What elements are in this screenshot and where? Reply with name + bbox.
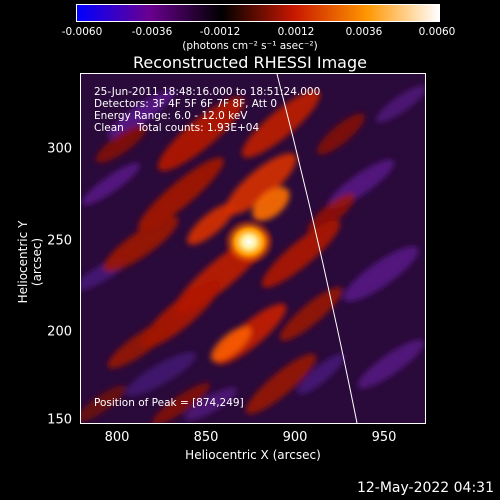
colorbar-tick: -0.0012 <box>199 26 241 38</box>
emission-streak <box>317 113 365 155</box>
colorbar-unit: (photons cm⁻² s⁻¹ asec⁻²) <box>182 40 318 52</box>
emission-streak <box>157 97 245 171</box>
y-tick: 200 <box>47 324 72 340</box>
emission-streak <box>376 85 425 123</box>
y-tick: 300 <box>47 141 72 157</box>
time-range: 25-Jun-2011 18:48:16.000 to 18:51:24.000 <box>94 86 321 98</box>
emission-streak <box>357 339 425 389</box>
colorbar-tick: -0.0060 <box>61 26 103 38</box>
emission-streak <box>343 246 419 302</box>
peak-source <box>223 218 275 266</box>
detectors: Detectors: 3F 4F 5F 6F 7F 8F, Att 0 <box>94 98 278 110</box>
rhessi-image <box>80 73 426 424</box>
emission-streak <box>107 319 175 369</box>
x-axis-label: Heliocentric X (arcsec) <box>185 448 321 462</box>
emission-streak <box>138 157 224 231</box>
emission-streak <box>245 353 317 415</box>
peak-position: Position of Peak = [874,249] <box>94 397 244 409</box>
y-tick: 250 <box>47 233 72 249</box>
emission-streak <box>81 162 141 206</box>
emission-streak <box>184 387 238 421</box>
timestamp: 12-May-2022 04:31 <box>356 480 494 496</box>
x-tick: 800 <box>104 430 130 445</box>
colorbar-tick: 0.0012 <box>277 26 315 38</box>
emission-streak <box>81 385 126 423</box>
emission-streak <box>241 90 321 158</box>
emission-streak <box>297 353 345 395</box>
colorbar-tick: 0.0060 <box>418 26 456 38</box>
clean-counts: Clean Total counts: 1.93E+04 <box>94 122 260 134</box>
colorbar-tick: 0.0036 <box>345 26 383 38</box>
emission-streak <box>307 193 355 235</box>
emission-streak <box>225 153 297 215</box>
emission-streak <box>126 352 196 396</box>
emission-streak <box>252 187 290 221</box>
emission-streak <box>261 220 341 288</box>
solar-limb <box>276 74 358 423</box>
emission-streak <box>151 382 211 423</box>
x-tick: 950 <box>371 430 397 445</box>
emission-streak <box>95 125 147 163</box>
rhessi-image-canvas <box>81 74 425 423</box>
x-tick: 900 <box>282 430 308 445</box>
emission-streak <box>103 216 179 272</box>
x-tick: 850 <box>193 430 219 445</box>
colorbar <box>76 4 440 22</box>
page-title: Reconstructed RHESSI Image <box>133 53 367 72</box>
emission-streak <box>210 326 252 362</box>
y-axis-label: Heliocentric Y (arcsec) <box>16 220 44 304</box>
emission-streak <box>279 287 343 341</box>
y-tick: 150 <box>47 412 72 428</box>
emission-streak <box>187 203 235 245</box>
emission-streak <box>107 89 175 139</box>
energy-range: Energy Range: 6.0 - 12.0 keV <box>94 110 248 122</box>
colorbar-tick: -0.0036 <box>131 26 173 38</box>
